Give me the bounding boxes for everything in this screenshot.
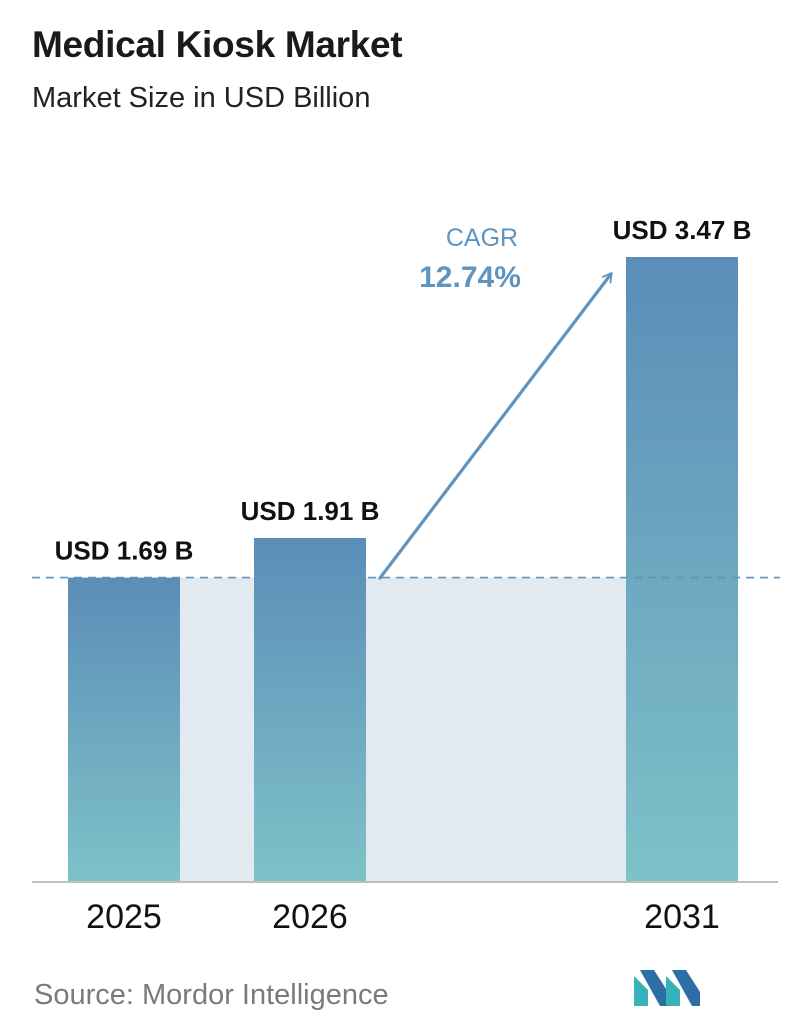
cagr-value: 12.74% [419, 261, 521, 294]
bar-2031 [626, 257, 738, 882]
category-label-2026: 2026 [272, 898, 348, 936]
value-label-2031: USD 3.47 B [613, 215, 752, 245]
cagr-arrow [378, 272, 613, 580]
category-label-2025: 2025 [86, 898, 162, 936]
value-label-2025: USD 1.69 B [55, 536, 194, 566]
mordor-intelligence-logo-icon [634, 970, 700, 1006]
category-label-2031: 2031 [644, 898, 720, 936]
value-label-2026: USD 1.91 B [241, 496, 380, 526]
bar-2026 [254, 537, 366, 882]
bar-2025 [68, 577, 180, 882]
source-text: Source: Mordor Intelligence [34, 979, 389, 1011]
chart-subtitle: Market Size in USD Billion [32, 82, 371, 114]
cagr-label: CAGR [446, 224, 518, 252]
chart-title: Medical Kiosk Market [32, 24, 403, 65]
